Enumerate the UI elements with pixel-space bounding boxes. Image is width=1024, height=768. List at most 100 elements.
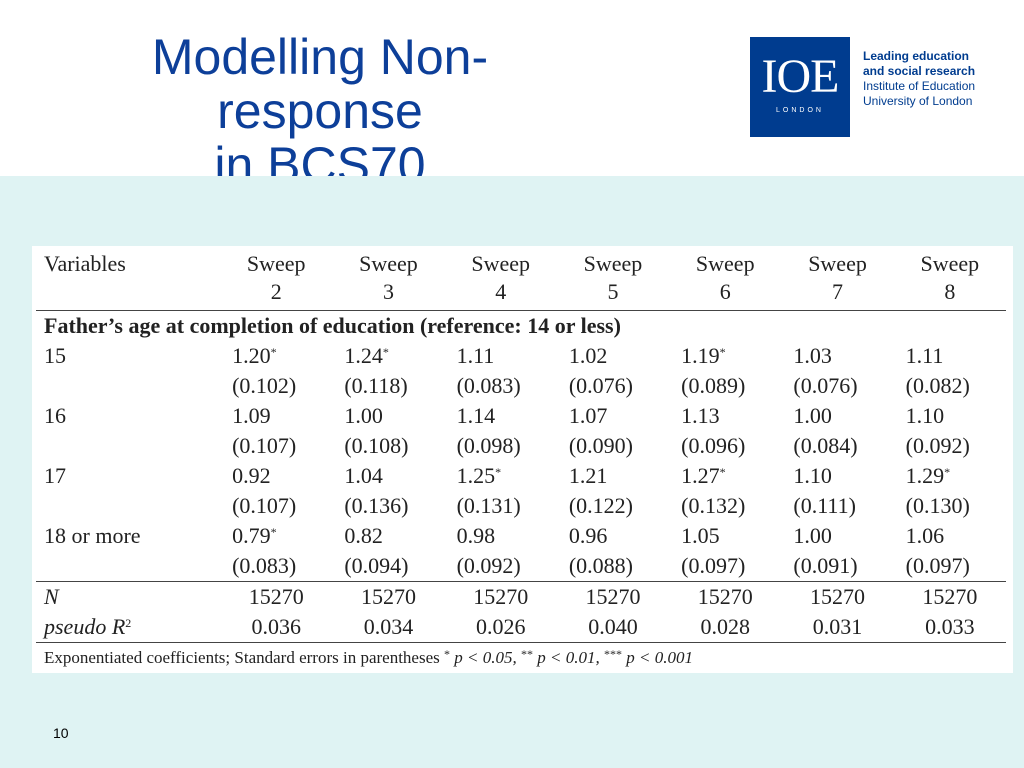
header-sweep-number: 6	[719, 279, 731, 304]
stat-cell: 15270	[473, 584, 529, 609]
coef-value: 0.98	[456, 523, 496, 548]
significance-star: *	[382, 345, 389, 359]
coef-row: 15 1.20* 1.24* 1.11 1.02 1.19* 1.03 1.11	[36, 341, 1006, 371]
footnote-p2: p < 0.01,	[532, 648, 604, 667]
header-sweep-word: Sweep	[246, 251, 306, 276]
coef-cell: 0.92	[220, 461, 332, 491]
coef-cell: 1.00	[781, 401, 893, 431]
se-cell: (0.076)	[568, 373, 634, 398]
row-label-empty	[36, 431, 220, 461]
coef-value: 1.10	[905, 403, 945, 428]
header-sweep-number: 8	[944, 279, 956, 304]
stat-cell: 15270	[810, 584, 866, 609]
coef-cell: 0.79*	[220, 521, 332, 551]
se-cell: (0.091)	[781, 551, 894, 582]
se-cell: (0.098)	[456, 433, 521, 458]
footnote-text: Exponentiated coefficients; Standard err…	[44, 648, 444, 667]
stat-cell: 0.034	[332, 612, 445, 643]
se-row: (0.107) (0.108) (0.098) (0.090) (0.096) (0.08…	[36, 431, 1006, 461]
coef-cell: 1.09	[220, 401, 332, 431]
coef-cell: 1.02	[557, 341, 669, 371]
header-sweep: Sweep 4	[444, 248, 557, 311]
logo-line1: Leading education	[863, 49, 970, 63]
header-sweep: Sweep 2	[220, 248, 333, 311]
coef-value: 1.07	[568, 403, 608, 428]
se-cell: (0.102)	[232, 373, 297, 398]
header-sweep-word: Sweep	[359, 251, 418, 276]
stat-label-text: pseudo R	[44, 614, 126, 639]
se-cell: (0.132)	[681, 493, 746, 518]
section-row: Father’s age at completion of education …	[36, 311, 1006, 342]
coef-value: 1.04	[344, 463, 383, 488]
significance-star: *	[495, 465, 502, 479]
coef-value: 1.13	[681, 403, 720, 428]
significance-star: *	[944, 465, 951, 479]
coef-value: 1.24	[344, 343, 383, 368]
se-cell: (0.088)	[556, 551, 670, 582]
se-row: (0.102) (0.118) (0.083) (0.076) (0.089) (0.07…	[36, 371, 1006, 401]
header-sweep-word: Sweep	[695, 251, 755, 276]
coef-value: 1.05	[681, 523, 720, 548]
se-cell: (0.096)	[681, 433, 746, 458]
header-sweep: Sweep 3	[332, 248, 445, 311]
footnote-p1: p < 0.05,	[450, 648, 521, 667]
coef-value: 1.03	[793, 343, 832, 368]
header-sweep-word: Sweep	[920, 251, 980, 276]
coef-value: 1.06	[905, 523, 945, 548]
coef-cell: 1.10	[781, 461, 893, 491]
coef-value: 1.21	[568, 463, 608, 488]
footnote-s1: *	[444, 647, 450, 661]
stat-row: N 15270 15270 15270 15270 15270 15270 15270	[36, 582, 1006, 613]
coef-cell: 1.14	[445, 401, 557, 431]
coef-cell: 1.24*	[332, 341, 444, 371]
logo-line2: and social research	[863, 64, 976, 78]
coef-value: 0.96	[568, 523, 608, 548]
coef-value: 1.11	[456, 343, 495, 368]
coef-value: 1.27	[681, 463, 720, 488]
ioe-logo: IOE LONDON Leading education and social …	[750, 37, 990, 137]
coef-cell: 1.05	[669, 521, 781, 551]
row-label: 17	[44, 463, 66, 488]
header-sweep: Sweep 5	[556, 248, 670, 311]
coef-cell: 1.00	[332, 401, 444, 431]
stat-cell: 15270	[697, 584, 753, 609]
stat-label-suffix: 2	[125, 616, 132, 630]
significance-star: *	[270, 345, 277, 359]
coef-cell: 1.04	[332, 461, 444, 491]
se-cell: (0.111)	[793, 493, 856, 518]
coef-value: 1.11	[905, 343, 944, 368]
row-label-empty	[36, 371, 220, 401]
coef-row: 16 1.09 1.00 1.14 1.07 1.13 1.00 1.10	[36, 401, 1006, 431]
se-cell: (0.076)	[793, 373, 858, 398]
coef-cell: 0.98	[445, 521, 557, 551]
coef-value: 1.20	[232, 343, 271, 368]
coef-cell: 0.96	[557, 521, 669, 551]
se-row: (0.083) (0.094) (0.092) (0.088) (0.097) (0.09…	[36, 551, 1006, 582]
se-cell: (0.107)	[232, 493, 297, 518]
se-cell: (0.083)	[220, 551, 333, 582]
row-label: 16	[44, 403, 66, 428]
se-cell: (0.090)	[568, 433, 634, 458]
coef-row: 18 or more 0.79* 0.82 0.98 0.96 1.05 1.00 1.06	[36, 521, 1006, 551]
se-cell: (0.107)	[232, 433, 297, 458]
header-variables: Variables	[36, 248, 221, 311]
coef-value: 1.00	[793, 403, 832, 428]
header-sweep-number: 7	[832, 279, 844, 304]
coef-cell: 0.82	[332, 521, 444, 551]
stat-cell: 0.031	[781, 612, 894, 643]
stat-cell: 15270	[248, 584, 304, 609]
stat-label-text: N	[44, 584, 59, 609]
header-sweep-word: Sweep	[471, 251, 531, 276]
logo-text: Leading education and social research In…	[863, 49, 993, 109]
stat-cell: 15270	[585, 584, 641, 609]
stat-cell: 0.040	[556, 612, 670, 643]
footnote-p3: p < 0.001	[621, 648, 693, 667]
coef-cell: 1.10	[894, 401, 1006, 431]
se-cell: (0.136)	[344, 493, 409, 518]
header-sweep-number: 4	[495, 279, 507, 304]
row-label-empty	[36, 491, 220, 521]
coef-cell: 1.11	[894, 341, 1006, 371]
footnote: Exponentiated coefficients; Standard err…	[36, 643, 1006, 674]
slide-title-line1: Modelling Non-response	[151, 29, 489, 139]
coef-cell: 1.29*	[894, 461, 1006, 491]
